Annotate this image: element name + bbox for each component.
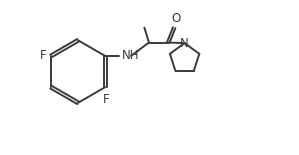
Text: F: F [103, 93, 110, 106]
Text: O: O [171, 12, 180, 25]
Text: NH: NH [121, 49, 139, 62]
Text: N: N [180, 37, 189, 50]
Text: F: F [40, 49, 47, 62]
